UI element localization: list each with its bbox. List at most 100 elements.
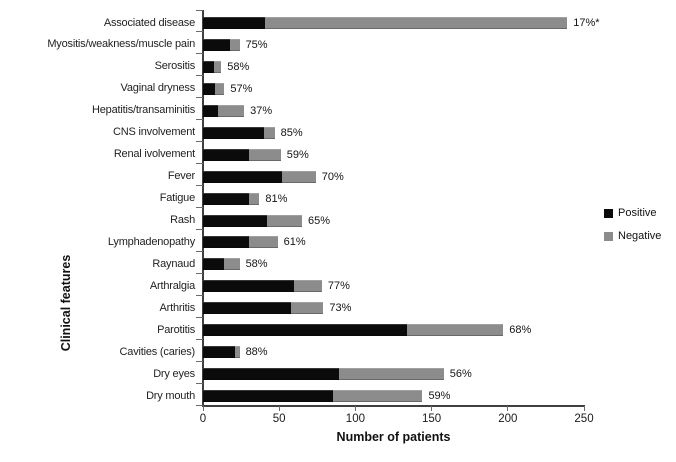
x-tick-label: 100 <box>345 413 365 425</box>
y-axis-tick <box>196 119 203 121</box>
category-label: Arthralgia <box>149 279 195 292</box>
x-tick-label: 0 <box>199 413 207 425</box>
negative-segment <box>230 38 240 51</box>
y-axis-tick <box>196 338 203 340</box>
y-axis-tick <box>196 97 203 99</box>
category-label: Fatigue <box>159 192 195 205</box>
bar-percentage-label: 57% <box>230 82 253 95</box>
stacked-bar: 88% <box>203 346 268 359</box>
y-axis-tick <box>196 272 203 274</box>
x-tick-label: 250 <box>574 413 594 425</box>
positive-segment <box>203 126 264 139</box>
negative-segment <box>332 390 423 403</box>
bar-percentage-label: 73% <box>329 302 352 315</box>
x-tick-label: 200 <box>498 413 518 425</box>
category-label: Serositis <box>154 60 196 73</box>
y-axis-tick <box>196 163 203 165</box>
y-axis-tick <box>196 9 203 11</box>
category-label: Renal ivolvement <box>113 148 195 161</box>
category-label: Rash <box>170 214 195 226</box>
positive-segment <box>203 170 283 183</box>
bar-percentage-label: 17%* <box>573 17 600 29</box>
bar-percentage-label: 58% <box>245 258 268 271</box>
category-label: Fever <box>167 170 195 183</box>
legend-item-positive: Positive <box>604 207 661 219</box>
bar-percentage-label: 85% <box>280 126 303 139</box>
y-axis-tick <box>196 316 203 318</box>
bar-percentage-label: 56% <box>449 368 472 381</box>
y-axis-tick <box>196 250 203 252</box>
y-axis-title: Clinical features <box>59 254 73 352</box>
y-axis-tick <box>196 141 203 143</box>
bar-percentage-label: 77% <box>327 280 350 293</box>
bar-percentage-label: 37% <box>250 104 273 117</box>
chart-row: Arthritis 73% <box>160 295 584 317</box>
x-tick-label: 50 <box>272 413 286 425</box>
y-axis-tick <box>196 360 203 362</box>
category-label: Vaginal dryness <box>120 82 196 95</box>
negative-segment <box>248 148 281 161</box>
category-label: Arthritis <box>159 301 196 314</box>
y-axis-tick <box>196 207 203 208</box>
chart-row: Associated disease 17%* <box>104 10 600 32</box>
negative-segment <box>294 280 322 293</box>
stacked-bar: 58% <box>203 60 249 73</box>
chart-row: Serositis 58% <box>155 54 584 76</box>
stacked-bar: 59% <box>203 390 450 403</box>
stacked-bar: 61% <box>203 236 306 249</box>
positive-segment <box>203 236 249 249</box>
stacked-bar: 68% <box>203 324 532 337</box>
positive-segment <box>203 390 333 403</box>
x-axis-tick <box>278 406 280 411</box>
stacked-bar: 77% <box>203 280 350 293</box>
negative-segment <box>282 170 316 183</box>
chart-row: Rash 65% <box>170 208 584 230</box>
bar-percentage-label: 88% <box>245 346 268 359</box>
category-label: Dry eyes <box>153 367 195 380</box>
stacked-bar: 58% <box>203 258 268 271</box>
chart-row: Vaginal dryness 57% <box>121 76 584 98</box>
chart-row: Dry eyes 56% <box>153 361 584 383</box>
chart-row: Parotitis 68% <box>157 317 584 339</box>
stacked-bar: 81% <box>203 192 287 205</box>
negative-segment <box>338 368 444 381</box>
positive-segment <box>203 368 339 381</box>
negative-segment <box>263 126 275 139</box>
stacked-bar: 59% <box>203 148 309 161</box>
positive-segment <box>203 60 214 73</box>
negative-segment <box>291 302 324 315</box>
x-axis-tick <box>431 406 433 411</box>
positive-segment <box>203 280 295 293</box>
y-axis-tick <box>196 404 203 406</box>
bar-percentage-label: 75% <box>245 38 268 51</box>
category-label: Hepatitis/transaminitis <box>92 104 195 117</box>
negative-segment <box>218 104 245 117</box>
bar-percentage-label: 70% <box>321 170 344 183</box>
chart-row: Fever 70% <box>168 164 584 186</box>
chart-row: Lymphadenopathy 61% <box>108 229 584 251</box>
bar-percentage-label: 59% <box>286 148 309 161</box>
x-axis-ticks: 0 50 100 150 200 250 <box>200 406 594 446</box>
y-axis-line <box>202 10 204 407</box>
x-tick-label: 150 <box>422 413 442 425</box>
category-label: Raynaud <box>152 257 195 270</box>
bar-percentage-label: 68% <box>509 324 532 337</box>
positive-segment <box>203 302 292 315</box>
stacked-bar: 65% <box>203 214 330 227</box>
stacked-bar: 85% <box>203 126 303 139</box>
positive-segment <box>203 192 249 205</box>
positive-segment <box>203 17 266 29</box>
stacked-bar: 75% <box>203 38 268 51</box>
legend: Positive Negative <box>604 207 661 253</box>
y-axis-tick <box>196 31 203 33</box>
chart-row: Myositis/weakness/muscle pain 75% <box>47 32 584 54</box>
x-axis-tick <box>354 406 356 411</box>
x-axis-tick <box>507 406 509 411</box>
negative-segment <box>267 214 303 227</box>
bar-percentage-label: 61% <box>283 236 306 249</box>
y-axis-tick <box>196 228 203 230</box>
chart-row: Arthralgia 77% <box>150 273 584 295</box>
positive-segment <box>203 148 249 161</box>
negative-swatch-icon <box>604 231 613 241</box>
